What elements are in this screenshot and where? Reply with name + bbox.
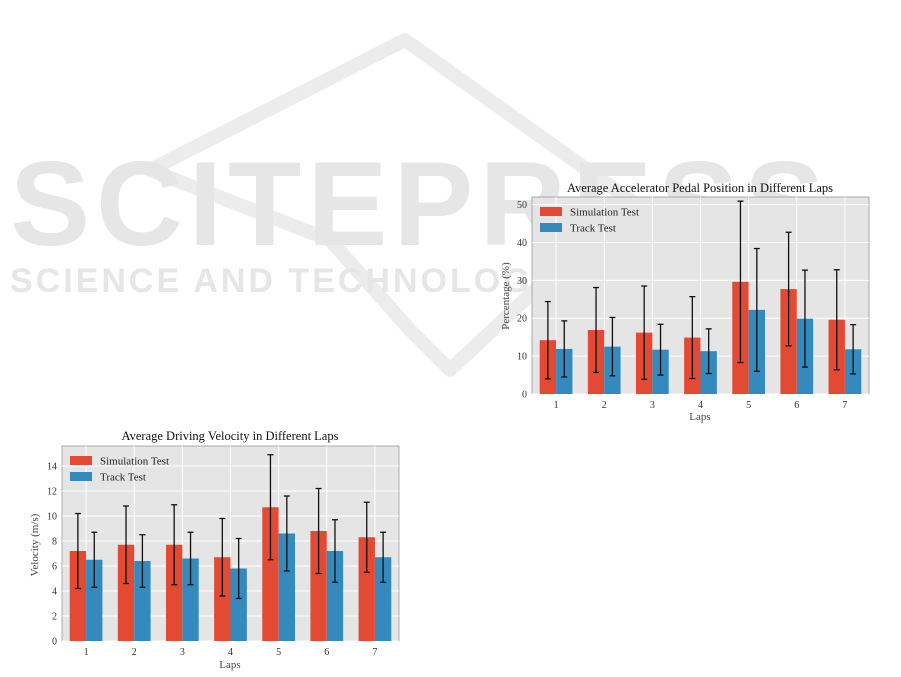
y-tick-label: 0 bbox=[522, 390, 527, 401]
pedal-y-axis-label: Percentage (%) bbox=[500, 262, 512, 330]
x-tick-label: 1 bbox=[84, 647, 89, 658]
pedal-y-ticks: 0 10 20 30 40 50 bbox=[517, 200, 527, 400]
y-tick-label: 10 bbox=[517, 352, 527, 363]
legend-swatch bbox=[540, 207, 562, 216]
legend-swatch bbox=[540, 223, 562, 232]
y-tick-label: 50 bbox=[517, 200, 527, 211]
track-error-bar bbox=[561, 320, 568, 378]
y-tick-label: 8 bbox=[52, 537, 57, 548]
simulation-error-bar bbox=[785, 231, 792, 347]
track-bar bbox=[374, 557, 392, 641]
track-error-bar bbox=[283, 495, 290, 572]
y-tick-label: 4 bbox=[52, 587, 57, 598]
pedal-x-axis-label: Laps bbox=[689, 411, 710, 423]
simulation-bar bbox=[117, 544, 135, 641]
track-bar bbox=[326, 551, 344, 641]
x-tick-label: 3 bbox=[650, 400, 655, 411]
velocity-x-axis-label: Laps bbox=[219, 659, 240, 671]
velocity-y-ticks: 0 2 4 6 8 10 12 14 bbox=[47, 462, 57, 648]
y-tick-label: 0 bbox=[52, 637, 57, 648]
velocity-error-bars bbox=[74, 454, 387, 600]
track-error-bar bbox=[139, 534, 146, 588]
x-tick-label: 4 bbox=[698, 400, 703, 411]
simulation-error-bar bbox=[544, 300, 551, 380]
y-tick-label: 14 bbox=[47, 462, 57, 473]
legend-swatch bbox=[70, 456, 92, 465]
simulation-bar bbox=[69, 551, 87, 641]
x-tick-label: 2 bbox=[602, 400, 607, 411]
pedal-chart-title: Average Accelerator Pedal Position in Di… bbox=[567, 181, 833, 195]
x-tick-label: 7 bbox=[842, 400, 847, 411]
track-bar bbox=[278, 533, 296, 641]
y-tick-label: 10 bbox=[47, 512, 57, 523]
simulation-bar bbox=[358, 537, 375, 641]
legend-label: Track Test bbox=[100, 472, 146, 484]
y-tick-label: 2 bbox=[52, 612, 57, 623]
y-tick-label: 6 bbox=[52, 562, 57, 573]
simulation-error-bar bbox=[219, 517, 226, 597]
x-tick-label: 3 bbox=[180, 647, 185, 658]
simulation-error-bar bbox=[641, 285, 648, 380]
y-tick-label: 40 bbox=[517, 238, 527, 249]
y-tick-label: 30 bbox=[517, 276, 527, 287]
track-error-bar bbox=[753, 247, 760, 372]
pedal-position-chart: Average Accelerator Pedal Position in Di… bbox=[500, 181, 870, 423]
simulation-bar bbox=[310, 531, 327, 641]
simulation-error-bar bbox=[737, 200, 744, 364]
track-error-bar bbox=[187, 531, 194, 586]
y-tick-label: 12 bbox=[47, 487, 57, 498]
track-error-bar bbox=[380, 531, 387, 583]
simulation-error-bar bbox=[74, 512, 81, 590]
legend-label: Simulation Test bbox=[570, 207, 639, 219]
x-tick-label: 4 bbox=[228, 647, 233, 658]
simulation-error-bar bbox=[315, 487, 322, 575]
y-tick-label: 20 bbox=[517, 314, 527, 325]
x-tick-label: 5 bbox=[276, 647, 281, 658]
simulation-error-bar bbox=[171, 504, 178, 586]
legend-label: Simulation Test bbox=[100, 456, 169, 468]
x-tick-label: 6 bbox=[324, 647, 329, 658]
simulation-error-bar bbox=[267, 454, 274, 561]
track-bar bbox=[134, 561, 151, 641]
simulation-error-bar bbox=[593, 286, 600, 374]
track-bar bbox=[230, 568, 247, 641]
simulation-error-bar bbox=[123, 505, 130, 585]
velocity-chart-title: Average Driving Velocity in Different La… bbox=[122, 429, 339, 443]
pedal-x-ticks: 1 2 3 4 5 6 7 bbox=[554, 400, 848, 411]
track-error-bar bbox=[705, 328, 712, 375]
x-tick-label: 5 bbox=[746, 400, 751, 411]
legend-swatch bbox=[70, 472, 92, 481]
velocity-bars bbox=[69, 507, 392, 641]
legend-label: Track Test bbox=[570, 223, 616, 235]
x-tick-label: 1 bbox=[554, 400, 559, 411]
x-tick-label: 6 bbox=[794, 400, 799, 411]
track-bar bbox=[86, 559, 103, 641]
x-tick-label: 7 bbox=[372, 647, 377, 658]
simulation-error-bar bbox=[833, 269, 840, 371]
pedal-error-bars bbox=[544, 200, 857, 380]
simulation-error-bar bbox=[363, 501, 370, 573]
track-error-bar bbox=[609, 316, 616, 377]
velocity-y-axis-label: Velocity (m/s) bbox=[29, 513, 41, 576]
velocity-chart: Average Driving Velocity in Different La… bbox=[29, 429, 400, 671]
pedal-legend: Simulation Test Track Test bbox=[540, 207, 639, 235]
velocity-legend: Simulation Test Track Test bbox=[70, 456, 169, 484]
track-error-bar bbox=[850, 324, 857, 375]
track-error-bar bbox=[657, 323, 664, 376]
simulation-bar bbox=[214, 557, 231, 641]
track-error-bar bbox=[331, 519, 338, 583]
simulation-bar bbox=[165, 544, 183, 641]
track-error-bar bbox=[801, 269, 808, 368]
track-bar bbox=[182, 558, 199, 641]
simulation-error-bar bbox=[689, 295, 696, 380]
track-error-bar bbox=[235, 537, 242, 600]
simulation-bar bbox=[262, 507, 279, 641]
velocity-x-ticks: 1 2 3 4 5 6 7 bbox=[84, 647, 378, 658]
x-tick-label: 2 bbox=[132, 647, 137, 658]
track-error-bar bbox=[91, 531, 98, 588]
